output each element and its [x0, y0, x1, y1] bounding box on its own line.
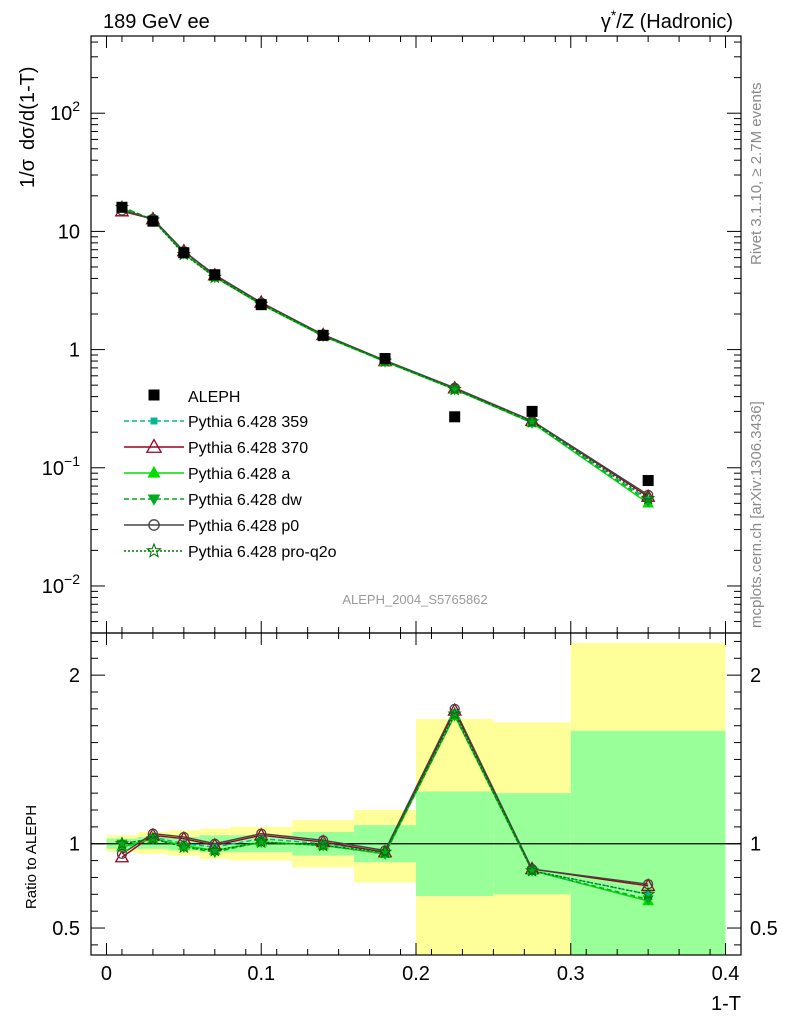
ratio-marker-pp0-5 [317, 835, 329, 846]
ratio-y-tick-label-0: 0.5 [52, 918, 80, 940]
ratio-marker-pq2o-0 [114, 836, 130, 850]
rivet-version-label: Rivet 3.1.10, ≥ 2.7M events [748, 83, 765, 266]
energy-label: 189 GeV ee [103, 11, 210, 33]
legend-marker-pa [147, 465, 161, 478]
main-y-tick-base: 10 [42, 458, 64, 480]
legend-label-p370: Pythia 6.428 370 [188, 440, 308, 457]
aleph-point-3 [209, 269, 221, 281]
main-y-tick-base: 1 [69, 340, 80, 362]
main-ylabel-norm: 1/σ [17, 158, 39, 188]
process-label-rest: /Z (Hadronic) [616, 11, 733, 33]
x-tick-label-0: 0 [101, 963, 112, 985]
aleph-data-points [116, 201, 654, 487]
frames [90, 35, 742, 956]
aleph-point-5 [317, 329, 329, 341]
ratio-marker-pq2o-1 [145, 831, 161, 845]
ratio-marker-p370-9 [640, 878, 656, 892]
uncertainty-bands [106, 643, 726, 955]
ratio-marker-pp0-4 [256, 828, 267, 839]
main-y-tick-exp: −2 [64, 571, 80, 587]
analysis-watermark: ALEPH_2004_S5765862 [342, 592, 487, 607]
aleph-point-9 [642, 475, 654, 487]
legend-label-pp0: Pythia 6.428 p0 [188, 518, 299, 535]
process-label: γ*/Z (Hadronic) [601, 7, 733, 33]
legend-label-pq2o: Pythia 6.428 pro-q2o [188, 544, 337, 561]
legend-marker-p370 [145, 438, 163, 453]
ratio-y-tick-label-right-0: 0.5 [750, 918, 778, 940]
ratio-marker-p359-9 [645, 891, 652, 898]
aleph-point-7 [449, 411, 461, 423]
x-tick-label-3: 0.3 [557, 963, 585, 985]
ratio-marker-pq2o-6 [377, 844, 393, 859]
aleph-point-8 [526, 405, 538, 417]
main-y-tick-base: 10 [50, 103, 72, 125]
main-marker-pq2o-8 [524, 414, 540, 428]
legend-marker-aleph [148, 389, 160, 401]
x-tick-label-2: 0.2 [402, 963, 430, 985]
ratio-marker-p370-0 [114, 849, 130, 863]
legend-label-pa: Pythia 6.428 a [188, 466, 290, 483]
aleph-point-0 [116, 201, 128, 213]
legend-marker-pdw [147, 494, 161, 506]
ratio-marker-pq2o-2 [176, 839, 191, 854]
process-label-star: * [611, 7, 617, 23]
ratio-marker-pq2o-3 [207, 842, 222, 857]
main-y-tick-label-3: 10 [58, 221, 80, 243]
ratio-ylabel: Ratio to ALEPH [23, 805, 40, 909]
x-axis-label: 1-T [711, 993, 741, 1015]
x-tick-label-4: 0.4 [712, 963, 740, 985]
ratio-marker-pq2o-4 [254, 834, 269, 849]
main-y-tick-exp: 2 [72, 98, 80, 114]
ratio-marker-pp0-0 [116, 848, 128, 859]
ratio-marker-pq2o-8 [524, 863, 540, 877]
ratio-y-tick-label-right-1: 1 [750, 834, 761, 856]
main-y-tick-label-1: 10−1 [42, 453, 80, 480]
main-line-pq2o [121, 206, 649, 500]
aleph-point-1 [147, 215, 159, 227]
ratio-frame [90, 632, 742, 956]
ratio-marker-pq2o-5 [316, 837, 331, 852]
ratio-marker-pp0-1 [147, 828, 159, 839]
ratio-marker-pq2o-7 [447, 706, 462, 721]
legend-label-pdw: Pythia 6.428 dw [188, 492, 302, 509]
main-marker-pp0-9 [642, 489, 654, 501]
legend-label-p359: Pythia 6.428 359 [188, 414, 308, 431]
ratio-line-pq2o [121, 712, 649, 895]
aleph-point-6 [379, 353, 391, 365]
ratio-line-p359 [121, 710, 649, 895]
legend-marker-pq2o [146, 542, 162, 558]
ratio-marker-pq2o-9 [641, 886, 656, 901]
ratio-y-tick-label-right-2: 2 [750, 665, 761, 687]
main-marker-pq2o-7 [447, 381, 462, 396]
main-ylabel: 1/σ dσ/d(1-T) [17, 67, 39, 189]
main-y-tick-label-2: 1 [69, 340, 80, 362]
main-y-tick-label-0: 10−2 [42, 571, 80, 598]
ratio-y-tick-label-1: 1 [69, 834, 80, 856]
legend-marker-p359 [150, 417, 158, 425]
main-y-tick-base: 10 [58, 221, 80, 243]
x-tick-label-1: 0.1 [247, 963, 275, 985]
process-label-gamma: γ [601, 11, 611, 33]
main-y-tick-base: 10 [42, 576, 64, 598]
green-band-9 [570, 730, 726, 955]
main-y-tick-exp: −1 [64, 453, 80, 469]
legend-label-aleph: ALEPH [188, 389, 240, 406]
aleph-point-2 [178, 247, 190, 259]
main-y-tick-label-4: 102 [50, 98, 80, 125]
ratio-marker-pp0-7 [449, 703, 460, 715]
legend-marker-pp0 [148, 519, 160, 531]
ratio-line-pp0 [121, 707, 649, 885]
main-marker-pq2o-9 [641, 490, 656, 505]
legend: ALEPH Pythia 6.428 359 Pythia 6.428 370 Pyt… [124, 389, 337, 561]
main-line-pp0 [121, 209, 649, 496]
ratio-marker-pp0-3 [209, 838, 220, 849]
main-ylabel-diff: dσ/d(1-T) [17, 67, 39, 150]
aleph-point-4 [255, 299, 267, 311]
ratio-y-tick-label-2: 2 [69, 665, 80, 687]
series-lines [121, 206, 649, 902]
mcplots-label: mcplots.cern.ch [arXiv:1306.3436] [748, 401, 765, 628]
